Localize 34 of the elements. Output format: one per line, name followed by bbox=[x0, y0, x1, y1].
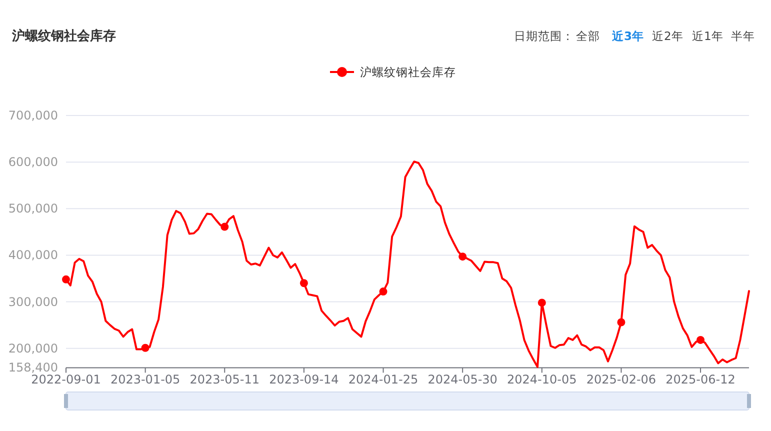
point bbox=[141, 344, 150, 352]
text: 近2年 bbox=[652, 29, 684, 43]
x-tick-label: 2025-02-06 bbox=[586, 372, 656, 387]
legend-label: 沪螺纹钢社会库存 bbox=[360, 65, 456, 79]
point bbox=[538, 298, 546, 307]
chart-title: 沪螺纹钢社会库存 bbox=[11, 28, 116, 44]
point bbox=[379, 288, 388, 296]
text: 半年 bbox=[731, 29, 755, 43]
x-tick-label: 2023-09-14 bbox=[269, 372, 339, 387]
point bbox=[617, 318, 626, 326]
point bbox=[220, 222, 229, 231]
point bbox=[696, 336, 705, 344]
x-tick-label: 2024-10-05 bbox=[507, 372, 577, 387]
x-tick-label: 2022-09-01 bbox=[31, 372, 101, 387]
x-tick-label: 2025-06-12 bbox=[666, 372, 736, 387]
y-tick-label: 200,000 bbox=[8, 341, 58, 356]
text: 全部 bbox=[576, 29, 600, 43]
text: 近1年 bbox=[692, 29, 724, 43]
y-tick-label: 300,000 bbox=[8, 294, 58, 309]
text: 近3年 bbox=[611, 29, 644, 43]
point bbox=[62, 275, 70, 284]
x-tick-label: 2024-05-30 bbox=[428, 372, 498, 387]
point bbox=[458, 252, 467, 261]
y-tick-label: 400,000 bbox=[8, 248, 58, 262]
y-tick-label: 500,000 bbox=[8, 202, 58, 216]
y-tick-label: 600,000 bbox=[8, 155, 58, 170]
x-tick-label: 2023-05-11 bbox=[190, 372, 260, 387]
point bbox=[300, 279, 308, 288]
y-tick-label: 700,000 bbox=[8, 108, 58, 122]
y-tick-label: 158,400 bbox=[8, 360, 58, 375]
legend: 沪螺纹钢社会库存 bbox=[330, 65, 456, 79]
text: 日期范围： bbox=[514, 29, 574, 43]
x-tick-label: 2023-01-05 bbox=[110, 372, 180, 387]
x-tick-label: 2024-01-25 bbox=[348, 372, 418, 387]
